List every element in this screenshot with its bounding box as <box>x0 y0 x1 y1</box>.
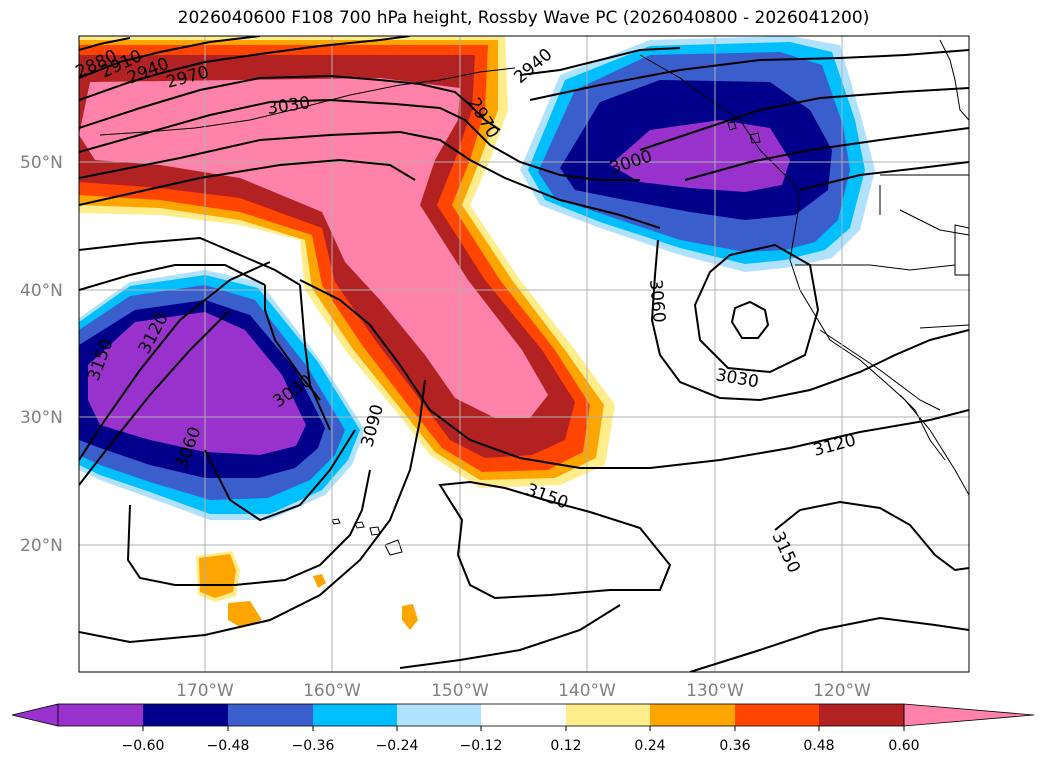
colorbar-extend-right <box>903 703 1035 727</box>
colorbar-tick-label: −0.60 <box>122 738 165 754</box>
latitude-axis: 50°N 40°N 30°N 20°N <box>20 153 63 556</box>
colorbar-tick-label: 0.36 <box>719 738 750 754</box>
longitude-label: 140°W <box>558 681 616 701</box>
colorbar-tick-labels: −0.60 −0.48 −0.36 −0.24 −0.12 0.12 0.24 … <box>122 738 920 754</box>
longitude-label: 120°W <box>813 681 871 701</box>
anomaly-shading <box>79 36 969 672</box>
colorbar-tick-label: 0.60 <box>888 738 919 754</box>
colorbar-segment <box>650 704 735 726</box>
positive-anomaly-swath <box>79 36 615 488</box>
coastlines <box>99 39 969 496</box>
colorbar-segment <box>566 704 650 726</box>
colorbar-tick-label: 0.24 <box>634 738 665 754</box>
negative-anomaly-northeast <box>520 36 875 272</box>
islands <box>331 121 761 556</box>
latitude-label: 30°N <box>20 408 63 428</box>
longitude-label: 150°W <box>431 681 489 701</box>
colorbar-segment <box>313 704 397 726</box>
colorbar-extend-left <box>11 703 59 727</box>
longitude-label: 170°W <box>176 681 234 701</box>
colorbar: −0.60 −0.48 −0.36 −0.24 −0.12 0.12 0.24 … <box>11 703 1035 754</box>
colorbar-tick-label: −0.24 <box>376 738 419 754</box>
negative-anomaly-southwest <box>79 270 365 520</box>
map-frame <box>78 35 970 673</box>
graticule <box>79 36 969 672</box>
colorbar-segment <box>397 704 481 726</box>
figure-title: 2026040600 F108 700 hPa height, Rossby W… <box>177 8 870 28</box>
latitude-label: 50°N <box>20 153 63 173</box>
height-contours <box>79 36 969 672</box>
colorbar-segment <box>228 704 313 726</box>
colorbar-tick-label: 0.48 <box>803 738 834 754</box>
colorbar-tick-label: −0.12 <box>460 738 503 754</box>
latitude-label: 20°N <box>20 536 63 556</box>
colorbar-ticks <box>142 726 905 731</box>
colorbar-segment <box>58 704 143 726</box>
colorbar-tick-label: −0.48 <box>207 738 250 754</box>
colorbar-segment <box>481 704 566 726</box>
colorbar-segment <box>819 704 904 726</box>
longitude-label: 160°W <box>303 681 361 701</box>
longitude-axis: 170°W 160°W 150°W 140°W 130°W 120°W <box>176 681 871 701</box>
small-anomaly-blobs <box>196 551 418 630</box>
latitude-label: 40°N <box>20 281 63 301</box>
colorbar-tick-label: −0.36 <box>292 738 335 754</box>
colorbar-segment <box>735 704 819 726</box>
colorbar-tick-label: 0.12 <box>550 738 581 754</box>
longitude-label: 130°W <box>686 681 744 701</box>
contour-label: 3060 <box>645 279 669 324</box>
colorbar-segment <box>143 704 228 726</box>
